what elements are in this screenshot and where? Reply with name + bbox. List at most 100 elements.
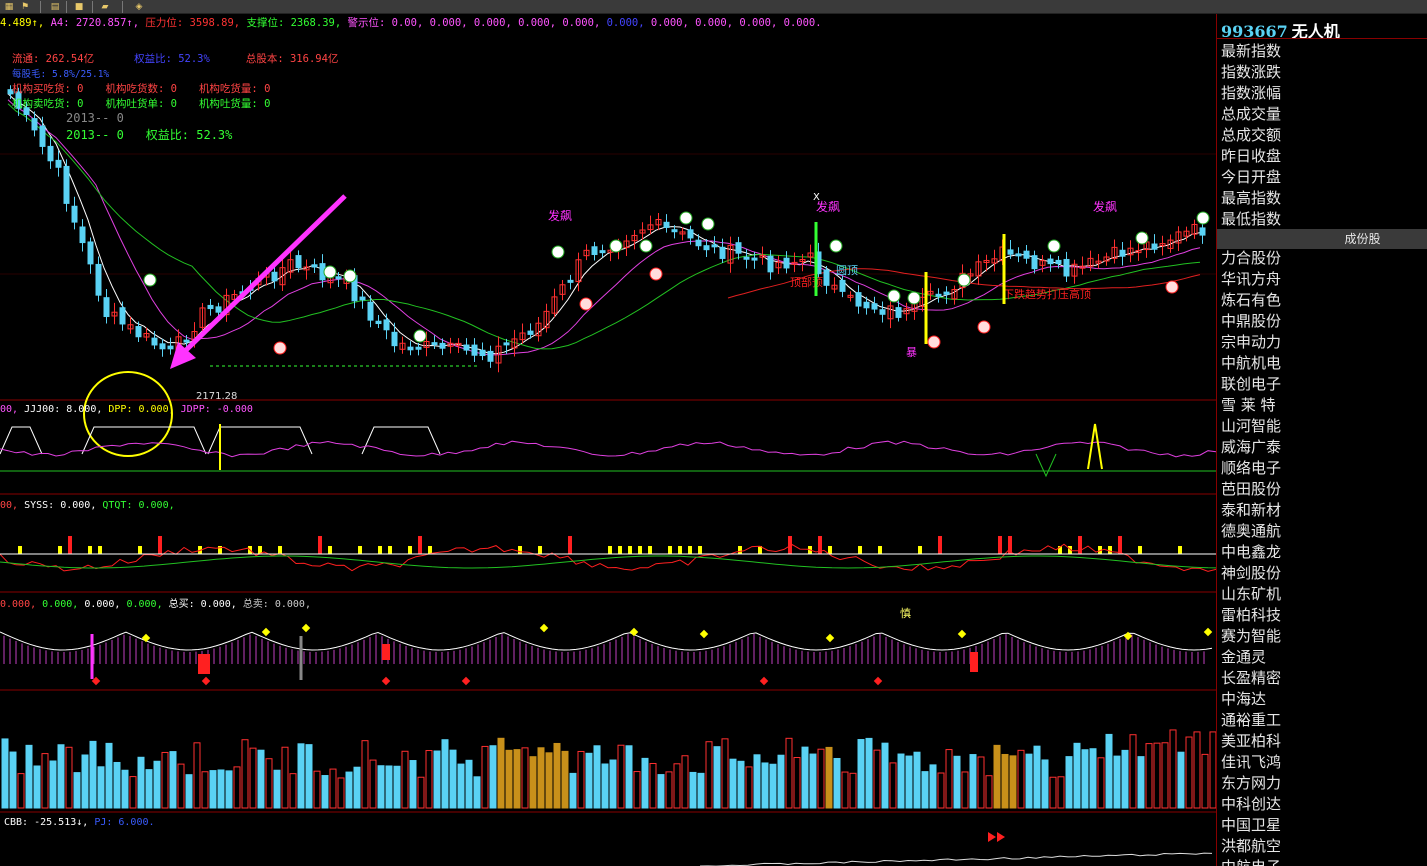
constituent-item[interactable]: 宗申动力 xyxy=(1221,333,1282,351)
candle-body xyxy=(503,342,510,346)
constituent-item[interactable]: 中科创达 xyxy=(1221,795,1282,813)
constituent-item[interactable]: 中航机电 xyxy=(1221,354,1282,372)
p3-bar xyxy=(668,546,672,554)
candle-body xyxy=(543,310,550,329)
candle-body xyxy=(639,229,646,234)
index-field-5[interactable]: 昨日收盘 xyxy=(1221,147,1282,165)
constituent-item[interactable]: 山东矿机 xyxy=(1221,585,1282,603)
p3-green-line xyxy=(0,555,1216,569)
constituent-item[interactable]: 泰和新材 xyxy=(1221,501,1282,519)
index-field-list: 最新指数指数涨跌指数涨幅总成交量总成交额昨日收盘今日开盘最高指数最低指数 xyxy=(1221,41,1281,230)
fundamentals-row-4: 机构卖吃货: 0 机构吐货单: 0 机构吐货量: 0 xyxy=(12,96,270,111)
volume-bar xyxy=(169,751,177,809)
candle-body xyxy=(151,337,158,346)
volume-bar xyxy=(201,771,209,809)
highlight-circle xyxy=(83,371,173,457)
smiley-icon xyxy=(551,245,565,259)
volume-bar xyxy=(105,742,113,809)
constituent-item[interactable]: 雷柏科技 xyxy=(1221,606,1282,624)
volume-bar xyxy=(537,747,545,809)
p2-magenta-line xyxy=(0,440,1216,458)
volume-bar xyxy=(689,771,697,809)
constituent-item[interactable]: 神剑股份 xyxy=(1221,564,1282,582)
constituent-item[interactable]: 威海广泰 xyxy=(1221,438,1282,456)
constituent-item[interactable]: 芭田股份 xyxy=(1221,480,1282,498)
p3-bar xyxy=(328,546,332,554)
smiley-icon xyxy=(907,291,921,305)
fundamentals-row-3: 机构买吃货: 0 机构吃货数: 0 机构吃货量: 0 xyxy=(12,81,270,96)
constituent-item[interactable]: 中鼎股份 xyxy=(1221,312,1282,330)
volume-bar xyxy=(625,745,633,809)
candle-body xyxy=(831,284,838,290)
index-field-6[interactable]: 今日开盘 xyxy=(1221,168,1282,186)
constituent-item[interactable]: 中国卫星 xyxy=(1221,816,1282,834)
volume-bar xyxy=(961,771,969,809)
constituent-item[interactable]: 雪 莱 特 xyxy=(1221,396,1276,414)
volume-bar xyxy=(673,763,681,809)
flag-icon[interactable]: ⚑ xyxy=(20,2,30,12)
p4-label-1: 0.000, xyxy=(42,599,85,610)
p3-bar xyxy=(158,536,162,554)
candle-body xyxy=(519,332,526,341)
volume-bar xyxy=(801,746,809,809)
constituents-header[interactable]: 成份股 xyxy=(1217,229,1427,249)
volume-bar xyxy=(273,769,281,809)
candle-body xyxy=(1023,250,1030,259)
diamond-icon[interactable]: ◈ xyxy=(135,2,143,12)
constituent-item[interactable]: 东方网力 xyxy=(1221,774,1282,792)
index-field-0[interactable]: 最新指数 xyxy=(1221,42,1282,60)
volume-bar xyxy=(993,744,1001,809)
candle-body xyxy=(199,307,206,328)
constituent-item[interactable]: 洪都航空 xyxy=(1221,837,1282,855)
candle-body xyxy=(623,240,630,249)
index-field-8[interactable]: 最低指数 xyxy=(1221,210,1282,228)
save-icon[interactable]: ■ xyxy=(74,2,84,12)
index-field-7[interactable]: 最高指数 xyxy=(1221,189,1282,207)
candle-body xyxy=(1007,249,1014,255)
p3-bar xyxy=(88,546,92,554)
constituent-item[interactable]: 赛为智能 xyxy=(1221,627,1282,645)
kline-chart-area[interactable]: 2171.28 发飙 发飙 发飙 圆顶暴 X 顶部预 下跌趋势打压高顶慎 4.489↑, A4… xyxy=(0,14,1216,866)
header-segment-2: 压力位: 3598.89, xyxy=(145,17,247,29)
constituent-item[interactable]: 山河智能 xyxy=(1221,417,1282,435)
constituent-item[interactable]: 长盈精密 xyxy=(1221,669,1282,687)
constituent-item[interactable]: 通裕重工 xyxy=(1221,711,1282,729)
candle-body xyxy=(583,249,590,257)
constituent-item[interactable]: 中航电子 xyxy=(1221,857,1281,866)
constituent-item[interactable]: 德奥通航 xyxy=(1221,522,1282,540)
grid-icon[interactable]: ▦ xyxy=(4,2,14,12)
candle-body xyxy=(431,342,438,346)
constituent-item[interactable]: 金通灵 xyxy=(1221,648,1267,666)
volume-bar xyxy=(929,764,937,809)
constituent-item[interactable]: 顺络电子 xyxy=(1221,459,1282,477)
index-field-3[interactable]: 总成交量 xyxy=(1221,105,1282,123)
constituent-item[interactable]: 美亚柏科 xyxy=(1221,732,1282,750)
constituent-item[interactable]: 佳讯飞鸿 xyxy=(1221,753,1282,771)
constituent-item[interactable]: 华讯方舟 xyxy=(1221,270,1282,288)
index-field-2[interactable]: 指数涨幅 xyxy=(1221,84,1282,102)
candle-body xyxy=(39,125,46,147)
candle-body xyxy=(759,254,766,258)
date-text: 2013-- 0 xyxy=(66,111,124,125)
candle-body xyxy=(695,239,702,247)
volume-bar xyxy=(977,756,985,809)
constituent-item[interactable]: 中电鑫龙 xyxy=(1221,543,1282,561)
fafa-label: 发飙 xyxy=(1093,199,1117,214)
document-icon[interactable]: ▤ xyxy=(50,2,60,12)
volume-bar xyxy=(1065,756,1073,809)
volume-bar xyxy=(153,760,161,809)
volume-bar xyxy=(825,746,833,809)
chart-icon[interactable]: ▰ xyxy=(101,2,109,12)
volume-bar xyxy=(1049,776,1057,809)
constituent-item[interactable]: 炼石有色 xyxy=(1221,291,1282,309)
volume-bar xyxy=(737,760,745,809)
volume-bar xyxy=(513,749,521,809)
constituent-item[interactable]: 中海达 xyxy=(1221,690,1267,708)
constituent-item[interactable]: 力合股份 xyxy=(1221,249,1282,267)
index-field-4[interactable]: 总成交额 xyxy=(1221,126,1282,144)
candle-body xyxy=(407,346,414,351)
low-price-label: 2171.28 xyxy=(196,391,237,402)
constituent-item[interactable]: 联创电子 xyxy=(1221,375,1282,393)
index-field-1[interactable]: 指数涨跌 xyxy=(1221,63,1282,81)
